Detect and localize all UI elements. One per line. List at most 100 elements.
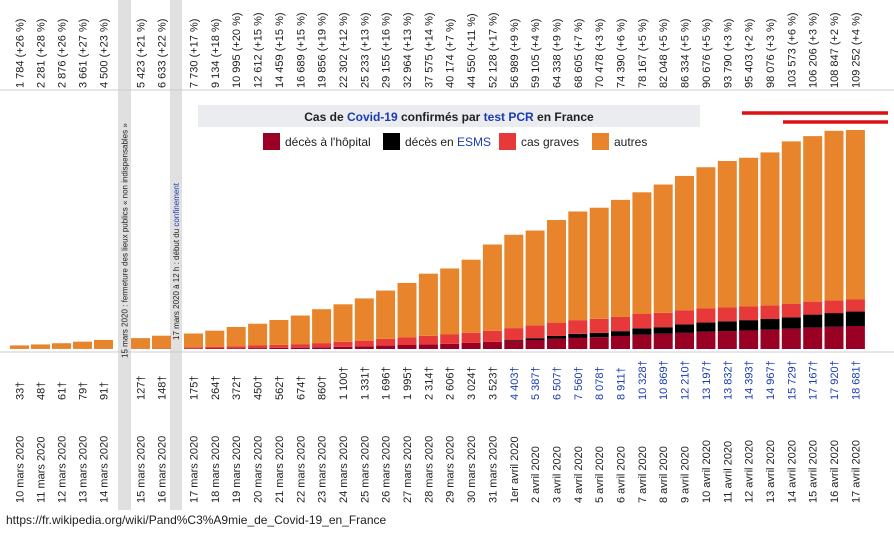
total-cases-label: 93 790 (+3 %): [722, 19, 734, 88]
date-label: 10 avril 2020: [701, 440, 713, 503]
bar-segment-other-cases: [504, 234, 524, 329]
bar-segment-hospital-deaths: [482, 341, 502, 349]
bar-segment-severe-cases: [632, 314, 652, 329]
bar-segment-other-cases: [52, 343, 71, 349]
bar-segment-other-cases: [269, 320, 289, 345]
deaths-label[interactable]: 6 507†: [552, 366, 564, 400]
total-cases-label: 37 575 (+14 %): [423, 12, 435, 88]
bar-segment-hospital-deaths: [803, 327, 823, 349]
chart-title: Cas de Covid-19 confirmés par test PCR e…: [304, 110, 594, 124]
total-cases-label: 103 573 (+6 %): [786, 12, 798, 88]
event-separator-column: [118, 0, 131, 510]
bar-segment-hospital-deaths: [397, 345, 417, 349]
total-cases-label: 95 403 (+2 %): [744, 19, 756, 88]
deaths-label[interactable]: 18 681†: [850, 360, 862, 400]
pcr-test-link[interactable]: test PCR: [484, 110, 534, 124]
date-label: 26 mars 2020: [381, 436, 393, 503]
bar-segment-other-cases: [73, 341, 92, 349]
bar-segment-severe-cases: [845, 299, 865, 312]
bar-segment-other-cases: [397, 282, 417, 338]
bar-segment-severe-cases: [675, 310, 694, 325]
bar-segment-other-cases: [482, 244, 502, 331]
legend-label: décès à l'hôpital: [285, 135, 371, 149]
bar-segment-other-cases: [205, 330, 225, 347]
bar-segment-esms-deaths: [568, 333, 588, 338]
bar-segment-other-cases: [10, 345, 29, 349]
total-cases-label: 40 174 (+7 %): [445, 19, 457, 88]
bar-segment-esms-deaths: [504, 340, 524, 342]
date-label: 31 mars 2020: [487, 436, 499, 503]
deaths-label[interactable]: 14 393†: [744, 360, 756, 400]
bar-segment-other-cases: [94, 339, 113, 349]
bar-segment-esms-deaths: [845, 311, 865, 326]
bar-segment-hospital-deaths: [696, 331, 716, 349]
deaths-label[interactable]: 13 832†: [722, 360, 734, 400]
bar-segment-severe-cases: [184, 347, 203, 349]
bar-segment-hospital-deaths: [739, 330, 759, 349]
date-label: 14 mars 2020: [99, 436, 111, 503]
bar-segment-esms-deaths: [589, 332, 609, 338]
bar-segment-severe-cases: [547, 322, 566, 336]
total-cases-label: 32 964 (+13 %): [402, 12, 414, 88]
total-cases-label: 10 995 (+20 %): [231, 12, 243, 88]
date-label: 15 mars 2020: [136, 436, 148, 503]
deaths-label[interactable]: 4 403†: [509, 366, 521, 400]
bar-segment-other-cases: [418, 273, 438, 336]
bar-segment-severe-cases: [696, 308, 716, 323]
page-url[interactable]: https://fr.wikipedia.org/wiki/Pand%C3%A9…: [6, 513, 387, 527]
deaths-label: 127†: [136, 376, 148, 400]
deaths-label[interactable]: 5 387†: [530, 366, 542, 400]
bar-segment-other-cases: [248, 323, 268, 346]
covid-link[interactable]: Covid-19: [347, 110, 398, 124]
date-label: 27 mars 2020: [402, 436, 414, 503]
bar-segment-severe-cases: [269, 344, 289, 348]
bar-segment-hospital-deaths: [760, 329, 780, 349]
deaths-label: 264†: [210, 376, 222, 400]
deaths-label[interactable]: 13 197†: [701, 360, 713, 400]
bar-segment-other-cases: [760, 152, 780, 306]
bar-segment-hospital-deaths: [461, 342, 481, 349]
deaths-label[interactable]: 8 078†: [594, 366, 606, 400]
bar-segment-other-cases: [184, 333, 203, 348]
bar-segment-hospital-deaths: [525, 339, 545, 349]
deaths-label[interactable]: 14 967†: [765, 360, 777, 400]
bar-segment-hospital-deaths: [440, 343, 460, 349]
deaths-label[interactable]: 7 560†: [573, 366, 585, 400]
deaths-label: 48†: [36, 382, 48, 400]
total-cases-label: 52 128 (+17 %): [487, 12, 499, 88]
total-cases-label: 64 338 (+9 %): [552, 19, 564, 88]
bar-segment-severe-cases: [226, 346, 246, 349]
bar-segment-severe-cases: [418, 335, 438, 345]
deaths-label: 1 696†: [381, 366, 393, 400]
bar-segment-other-cases: [376, 290, 396, 339]
date-label: 30 mars 2020: [466, 436, 478, 503]
deaths-label[interactable]: 10 328†: [637, 360, 649, 400]
date-label: 17 mars 2020: [189, 436, 201, 503]
esms-link[interactable]: ESMS: [457, 135, 491, 149]
date-label: 11 mars 2020: [36, 437, 48, 503]
confinement-link[interactable]: confinement: [172, 182, 181, 226]
legend-label: décès en ESMS: [405, 135, 491, 149]
deaths-label: 79†: [78, 382, 90, 400]
bar-segment-other-cases: [781, 141, 801, 304]
bar-segment-esms-deaths: [547, 335, 566, 339]
date-label: 1er avril 2020: [509, 436, 521, 503]
bar-segment-other-cases: [131, 338, 150, 349]
deaths-label[interactable]: 10 869†: [658, 360, 670, 400]
bar-segment-severe-cases: [717, 307, 737, 322]
deaths-label[interactable]: 15 729†: [786, 360, 798, 400]
bar-segment-severe-cases: [504, 328, 524, 341]
bar-segment-other-cases: [803, 136, 823, 302]
deaths-label[interactable]: 17 920†: [829, 360, 841, 400]
bar-segment-severe-cases: [397, 337, 417, 345]
bar-segment-hospital-deaths: [547, 338, 566, 349]
deaths-label[interactable]: 8 911†: [616, 367, 628, 400]
date-label: 28 mars 2020: [423, 436, 435, 503]
bar-segment-hospital-deaths: [781, 328, 801, 349]
total-cases-label: 68 605 (+7 %): [573, 19, 585, 88]
total-cases-label: 25 233 (+13 %): [359, 12, 371, 88]
deaths-label[interactable]: 12 210†: [680, 360, 692, 400]
bar-segment-severe-cases: [739, 306, 759, 321]
deaths-label[interactable]: 17 167†: [808, 360, 820, 400]
bar-segment-severe-cases: [440, 334, 460, 344]
